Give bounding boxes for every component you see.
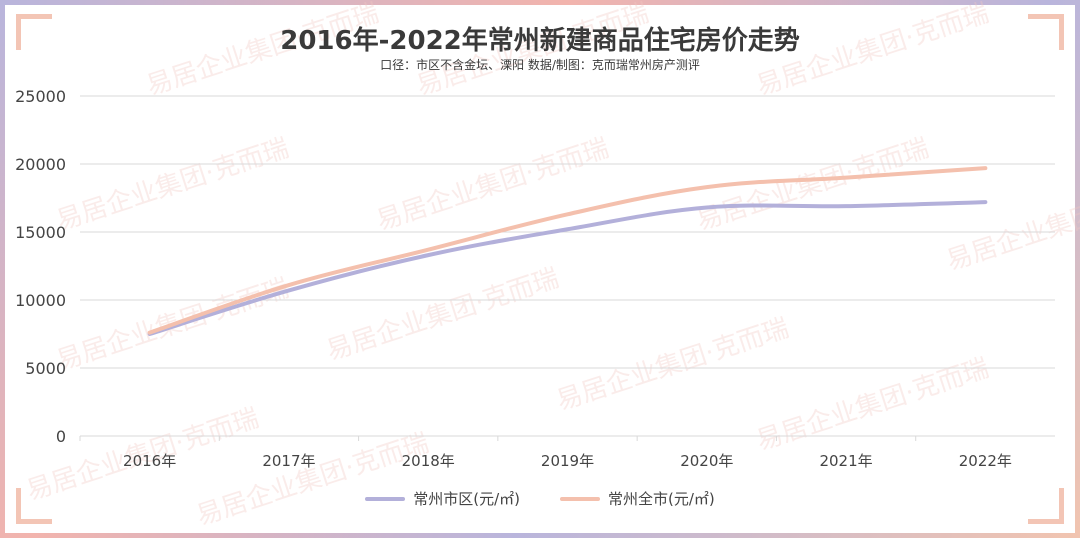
y-tick-label: 5000: [25, 359, 66, 378]
legend: 常州市区(元/㎡) 常州全市(元/㎡): [0, 488, 1080, 509]
x-tick-label: 2020年: [680, 452, 733, 470]
frame-corner-bottom-right: [1028, 488, 1064, 524]
series-line-urban: [147, 200, 988, 336]
legend-item-urban[interactable]: 常州市区(元/㎡): [365, 488, 520, 509]
x-tick-label: 2022年: [959, 452, 1012, 470]
watermark-text: 易居企业集团·克而瑞: [943, 173, 1080, 276]
series-lines: [147, 166, 988, 336]
y-tick-label: 0: [56, 427, 66, 446]
x-tick-label: 2021年: [819, 452, 872, 470]
x-tick-label: 2018年: [402, 452, 455, 470]
frame-corner-bottom-left: [16, 488, 52, 524]
watermark-text: 易居企业集团·克而瑞: [553, 313, 793, 416]
chart-subtitle: 口径：市区不含金坛、溧阳 数据/制图：克而瑞常州房产测评: [380, 58, 700, 72]
y-tick-label: 15000: [15, 223, 66, 242]
legend-label-urban: 常州市区(元/㎡): [413, 490, 520, 508]
x-tick-label: 2019年: [541, 452, 594, 470]
x-tick-label: 2016年: [123, 452, 176, 470]
y-tick-label: 25000: [15, 87, 66, 106]
watermark-text: 易居企业集团·克而瑞: [373, 133, 613, 236]
x-tick-label: 2017年: [262, 452, 315, 470]
watermark-text: 易居企业集团·克而瑞: [53, 133, 293, 236]
chart-title: 2016年-2022年常州新建商品住宅房价走势: [280, 26, 800, 56]
legend-swatch-city: [560, 496, 600, 501]
legend-item-city[interactable]: 常州全市(元/㎡): [560, 488, 715, 509]
y-tick-label: 20000: [15, 155, 66, 174]
y-axis-ticks: 0 5000 10000 15000 20000 25000: [15, 87, 66, 446]
y-tick-label: 10000: [15, 291, 66, 310]
legend-label-city: 常州全市(元/㎡): [608, 490, 715, 508]
frame-corner-top-right: [1028, 14, 1064, 50]
legend-swatch-urban: [365, 496, 406, 501]
series-line-city: [147, 166, 988, 335]
watermark-text: 易居企业集团·克而瑞: [753, 353, 993, 456]
x-axis-ticks: 2016年 2017年 2018年 2019年 2020年 2021年 2022年: [79, 436, 1012, 470]
watermark-text: 易居企业集团·克而瑞: [323, 263, 563, 366]
frame-corner-top-left: [16, 14, 52, 50]
watermark-text: 易居企业集团·克而瑞: [193, 428, 433, 531]
